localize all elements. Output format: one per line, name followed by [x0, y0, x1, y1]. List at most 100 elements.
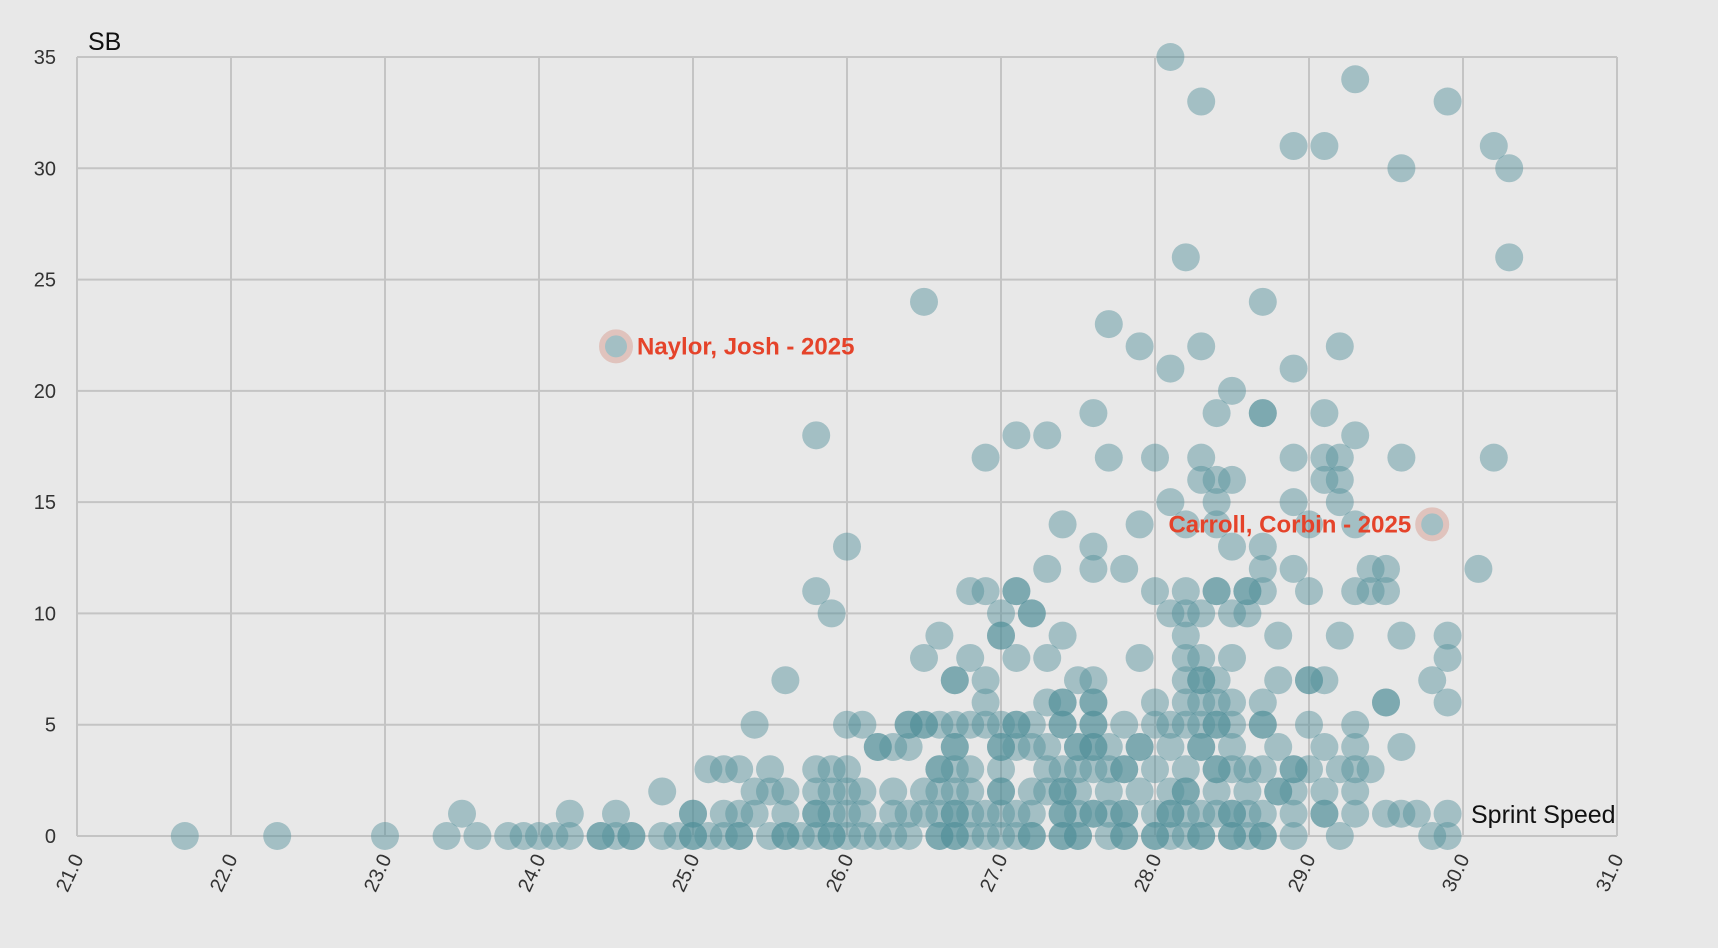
data-point — [1202, 399, 1231, 428]
data-point — [1418, 666, 1447, 695]
data-point — [463, 822, 492, 850]
data-point — [817, 755, 846, 784]
data-point — [1156, 354, 1185, 383]
data-point — [1372, 554, 1400, 583]
data-point — [1110, 799, 1139, 828]
data-point — [1094, 732, 1123, 761]
data-point — [1125, 510, 1154, 539]
data-point — [1387, 732, 1416, 761]
data-point — [1464, 554, 1493, 583]
data-point — [1187, 643, 1216, 672]
data-points — [170, 43, 1524, 850]
data-point — [971, 688, 1000, 717]
data-point — [1248, 287, 1277, 316]
data-point — [1033, 755, 1062, 784]
data-point — [740, 777, 769, 806]
data-point — [802, 577, 831, 606]
data-point — [1017, 799, 1046, 828]
data-point — [1341, 421, 1370, 450]
data-point — [1372, 688, 1400, 717]
data-point — [802, 799, 831, 828]
data-point — [1048, 688, 1077, 717]
data-point — [1325, 332, 1354, 361]
data-point — [1248, 532, 1277, 561]
data-point — [817, 799, 846, 828]
data-point — [1218, 822, 1246, 850]
data-point — [709, 799, 738, 828]
data-point — [1171, 688, 1200, 717]
data-point — [879, 732, 908, 761]
data-point — [1048, 710, 1077, 739]
data-point — [1094, 799, 1123, 828]
data-point — [1033, 421, 1062, 450]
data-point — [494, 822, 523, 850]
data-point — [1079, 688, 1108, 717]
data-point — [1017, 822, 1046, 850]
data-point — [1295, 666, 1323, 695]
data-point — [1310, 132, 1339, 161]
data-point — [1295, 755, 1323, 784]
data-point — [771, 799, 800, 828]
data-point — [1171, 599, 1200, 628]
data-point — [602, 822, 630, 850]
data-point — [1218, 643, 1246, 672]
data-point — [1341, 710, 1370, 739]
data-point — [1218, 599, 1246, 628]
data-point — [432, 822, 461, 850]
data-point — [771, 822, 800, 850]
x-tick-label: 26.0 — [822, 851, 858, 896]
data-point — [1372, 577, 1400, 606]
data-point — [1248, 577, 1277, 606]
data-point — [1233, 577, 1262, 606]
data-point — [1141, 799, 1169, 828]
data-point — [1187, 599, 1216, 628]
data-point — [940, 710, 969, 739]
data-point — [1325, 465, 1354, 494]
data-point — [540, 822, 569, 850]
data-point — [725, 799, 754, 828]
data-point — [1218, 822, 1246, 850]
data-point — [1279, 755, 1308, 784]
data-point — [1171, 799, 1200, 828]
data-point — [1218, 755, 1246, 784]
x-axis-title: Sprint Speed — [1471, 801, 1616, 829]
data-point — [1064, 822, 1092, 850]
data-point — [848, 799, 877, 828]
data-point — [1310, 465, 1339, 494]
data-point — [833, 822, 861, 850]
data-point — [1125, 332, 1154, 361]
data-point — [1094, 443, 1123, 472]
data-point — [263, 822, 292, 850]
data-point — [956, 710, 985, 739]
data-point — [1141, 822, 1169, 850]
data-point — [1264, 777, 1293, 806]
annotations: Naylor, Josh - 2025 Carroll, Corbin - 202… — [599, 329, 1450, 542]
data-point — [1079, 799, 1108, 828]
data-point — [1017, 822, 1046, 850]
data-point — [1279, 354, 1308, 383]
data-point — [1433, 87, 1462, 116]
data-point — [1141, 577, 1169, 606]
data-point — [1218, 732, 1246, 761]
data-point — [1325, 822, 1354, 850]
data-point — [817, 822, 846, 850]
data-point — [1017, 732, 1046, 761]
data-point — [1002, 710, 1031, 739]
data-point — [1171, 755, 1200, 784]
data-point — [956, 799, 985, 828]
x-tick-label: 31.0 — [1592, 851, 1628, 896]
data-point — [1110, 822, 1139, 850]
data-point — [1372, 688, 1400, 717]
data-point — [1233, 799, 1262, 828]
data-point — [648, 777, 677, 806]
data-point — [802, 777, 831, 806]
data-point — [1248, 710, 1277, 739]
data-point — [940, 732, 969, 761]
highlight-ring — [599, 329, 633, 364]
data-point — [1233, 822, 1262, 850]
data-point — [1002, 732, 1031, 761]
data-point — [1233, 777, 1262, 806]
data-point — [694, 755, 723, 784]
y-tick-label: 35 — [34, 47, 56, 69]
data-point — [1048, 688, 1077, 717]
